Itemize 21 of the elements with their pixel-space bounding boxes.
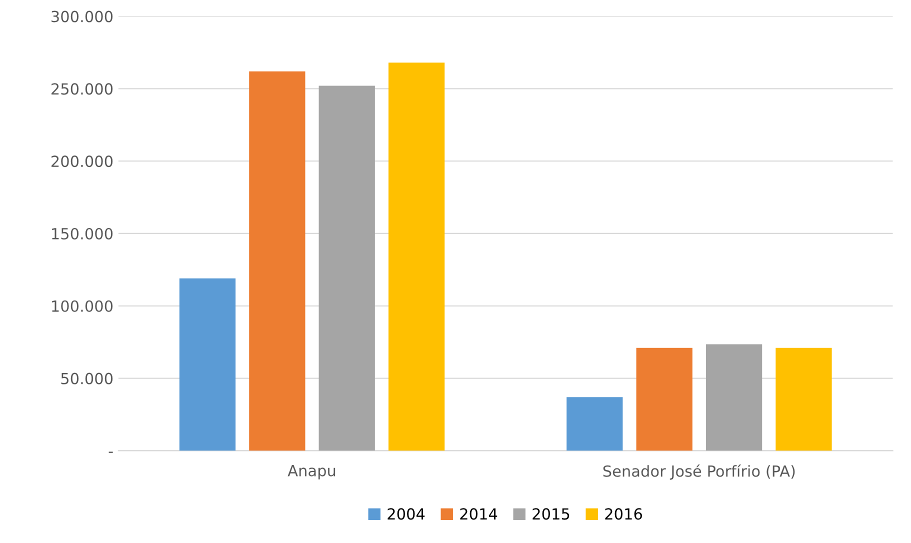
y-tick-label: 250.000 <box>52 83 113 95</box>
x-tick-label: Anapu <box>288 465 336 480</box>
legend-label: 2016 <box>605 508 642 520</box>
x-tick-label: Senador José Porfírio (PA) <box>603 464 795 480</box>
bar <box>566 397 623 451</box>
y-tick-label: 300.000 <box>52 10 113 22</box>
y-tick-label: 200.000 <box>52 156 113 168</box>
y-tick-label: 100.000 <box>52 300 113 312</box>
bar <box>776 348 832 451</box>
legend-label: 2004 <box>388 508 425 520</box>
y-tick-label: 50.000 <box>61 372 113 384</box>
bar <box>249 71 306 451</box>
legend-label: 2014 <box>460 508 498 520</box>
y-tick-label: 150.000 <box>52 228 113 240</box>
bar <box>388 62 445 451</box>
bar <box>636 348 692 451</box>
legend-label: 2015 <box>532 508 570 520</box>
bar <box>179 278 236 451</box>
bar <box>318 86 375 451</box>
bar <box>706 344 762 451</box>
y-tick-label: - <box>108 452 113 453</box>
